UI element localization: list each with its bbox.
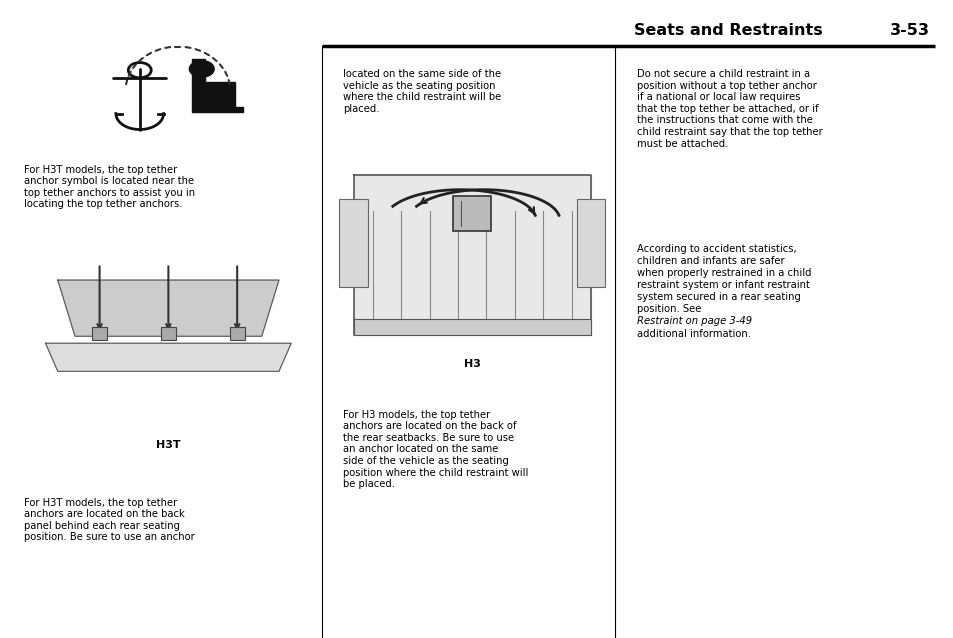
Text: According to accident statistics,: According to accident statistics,	[637, 244, 796, 254]
Bar	[160, 327, 175, 340]
Text: 3-53: 3-53	[889, 23, 929, 38]
Text: additional information.: additional information.	[637, 329, 750, 339]
Bar	[91, 327, 107, 340]
Polygon shape	[46, 343, 291, 371]
Text: Seats and Restraints: Seats and Restraints	[634, 23, 822, 38]
Polygon shape	[354, 175, 590, 335]
Text: H3T: H3T	[156, 440, 180, 450]
Text: Restraint on page 3-49: Restraint on page 3-49	[637, 316, 752, 327]
Text: restraint system or infant restraint: restraint system or infant restraint	[637, 280, 809, 290]
Bar	[354, 319, 590, 335]
Text: Do not secure a child restraint in a
position without a top tether anchor
if a n: Do not secure a child restraint in a pos…	[637, 69, 822, 149]
Text: position. See: position. See	[637, 304, 704, 315]
Text: located on the same side of the
vehicle as the seating position
where the child : located on the same side of the vehicle …	[343, 69, 501, 114]
Polygon shape	[192, 82, 234, 107]
Circle shape	[189, 61, 213, 77]
Text: children and infants are safer: children and infants are safer	[637, 256, 784, 266]
Bar	[453, 197, 491, 232]
Polygon shape	[192, 107, 242, 112]
Text: For H3T models, the top tether
anchors are located on the back
panel behind each: For H3T models, the top tether anchors a…	[24, 498, 194, 542]
Bar	[230, 327, 245, 340]
Text: H3: H3	[463, 359, 480, 369]
Text: system secured in a rear seating: system secured in a rear seating	[637, 292, 801, 302]
Text: For H3T models, the top tether
anchor symbol is located near the
top tether anch: For H3T models, the top tether anchor sy…	[24, 165, 194, 209]
Polygon shape	[192, 59, 204, 82]
Bar	[576, 199, 604, 287]
Polygon shape	[58, 280, 278, 336]
Bar	[339, 199, 368, 287]
Text: when properly restrained in a child: when properly restrained in a child	[637, 268, 811, 278]
Text: For H3 models, the top tether
anchors are located on the back of
the rear seatba: For H3 models, the top tether anchors ar…	[343, 410, 528, 489]
